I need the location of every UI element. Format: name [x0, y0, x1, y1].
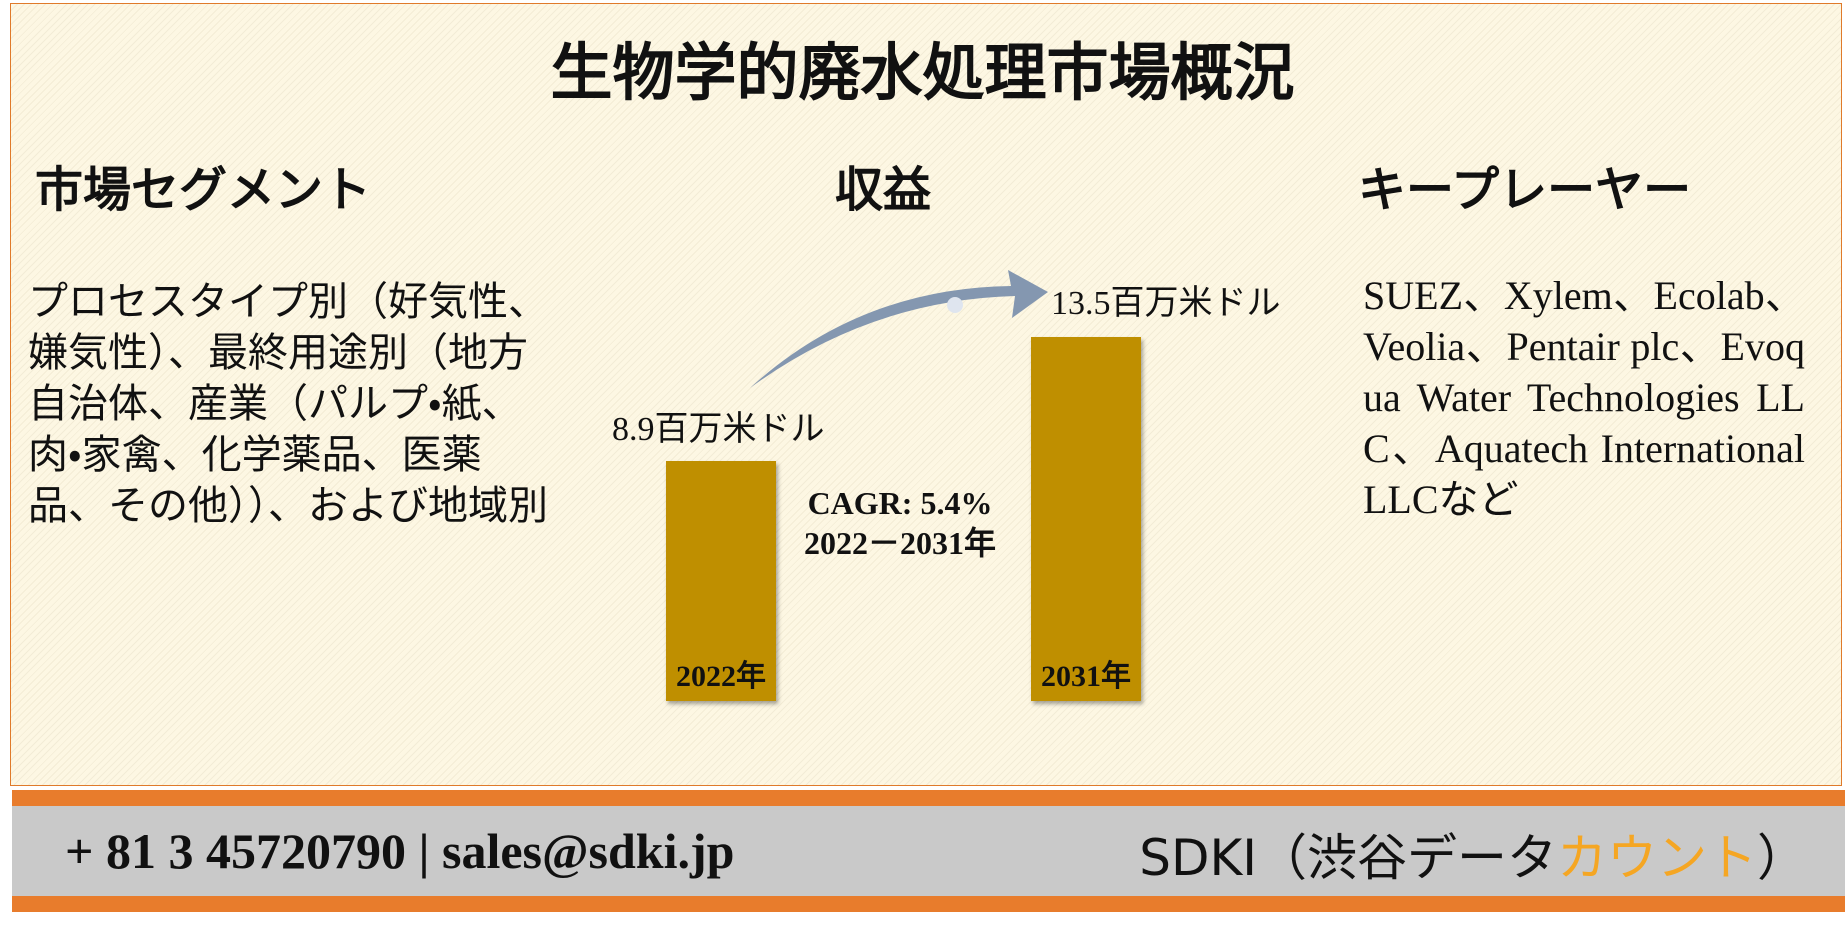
footer: [12, 790, 1845, 912]
cagr: CAGR: 5.4%: [807, 485, 993, 521]
growth-arrow: [750, 270, 1048, 388]
players-heading: キープレーヤー: [1358, 164, 1692, 217]
arrow-dot: [947, 297, 963, 313]
brand-prefix: SDKI（渋谷データ: [1139, 829, 1557, 887]
bar: [1031, 336, 1141, 701]
brand-suffix: ）: [1757, 829, 1807, 887]
players-text: SUEZ、Xylem、Ecolab、Veolia、Pentair plc、Evo…: [1363, 273, 1805, 522]
brand: SDKI（渋谷データカウント）: [1139, 818, 1807, 890]
value-label: 13.5百万米ドル: [1051, 284, 1281, 322]
brand-highlight: カウント: [1557, 829, 1757, 887]
panel: [10, 3, 1842, 786]
bar: [666, 460, 776, 701]
value-label: 8.9百万米ドル: [612, 410, 825, 448]
bar-year: 2022年: [676, 660, 766, 693]
revenue-heading: 収益: [834, 164, 931, 217]
title: 生物学的廃水処理市場概況: [550, 40, 1295, 108]
cagr-box: CAGR: 5.4% 2022－2031年: [795, 483, 1005, 563]
bar-year: 2031年: [1041, 660, 1131, 693]
revenue-chart: [750, 270, 1048, 388]
contact: + 81 3 45720790 | sales@sdki.jp: [65, 823, 735, 879]
segments-text: プロセスタイプ別（好気性、嫌気性）、最終用途別（地方自治体、産業（パルプ・紙、肉…: [28, 279, 548, 528]
cagr-period: 2022－2031年: [803, 525, 996, 561]
segments-heading: 市場セグメント: [35, 164, 372, 217]
